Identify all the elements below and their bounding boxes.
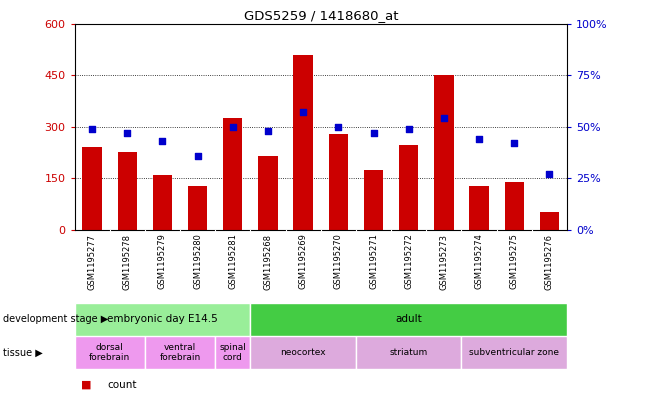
Text: striatum: striatum (389, 348, 428, 357)
Text: GSM1195273: GSM1195273 (439, 233, 448, 290)
Point (263, 128, 273, 134)
Point (474, 136, 484, 142)
Point (227, 123, 238, 130)
Text: development stage ▶: development stage ▶ (3, 314, 108, 324)
Text: dorsal
forebrain: dorsal forebrain (89, 343, 130, 362)
Text: GSM1195268: GSM1195268 (264, 233, 273, 290)
Bar (82, 147, 102, 230)
Bar (250, 336, 356, 369)
Point (544, 171, 555, 177)
Text: tissue ▶: tissue ▶ (3, 348, 43, 358)
Point (192, 152, 203, 159)
Point (509, 140, 520, 146)
Bar (223, 118, 242, 230)
Bar (505, 182, 524, 230)
Bar (75, 336, 145, 369)
Point (157, 138, 168, 144)
Bar (461, 336, 567, 369)
Bar (145, 336, 215, 369)
Text: ■: ■ (81, 380, 91, 390)
Text: embryonic day E14.5: embryonic day E14.5 (107, 314, 218, 324)
Bar (215, 336, 250, 369)
Text: GSM1195281: GSM1195281 (228, 233, 237, 289)
Text: subventricular zone: subventricular zone (469, 348, 559, 357)
Point (368, 130, 378, 136)
Text: GSM1195270: GSM1195270 (334, 233, 343, 289)
Text: GSM1195276: GSM1195276 (545, 233, 554, 290)
Bar (188, 186, 207, 230)
Bar (469, 186, 489, 230)
Text: GSM1195275: GSM1195275 (510, 233, 519, 289)
Bar (118, 151, 137, 230)
Text: neocortex: neocortex (281, 348, 326, 357)
Text: GSM1195278: GSM1195278 (122, 233, 132, 290)
Text: spinal
cord: spinal cord (220, 343, 246, 362)
Point (122, 130, 132, 136)
Point (439, 116, 449, 122)
Bar (75, 303, 250, 336)
Bar (434, 75, 454, 230)
Text: count: count (107, 380, 137, 390)
Text: GSM1195280: GSM1195280 (193, 233, 202, 289)
Text: adult: adult (395, 314, 422, 324)
Text: GSM1195274: GSM1195274 (474, 233, 483, 289)
Bar (250, 303, 567, 336)
Bar (259, 156, 277, 230)
Bar (329, 134, 348, 230)
Text: GSM1195272: GSM1195272 (404, 233, 413, 289)
Text: GSM1195279: GSM1195279 (158, 233, 167, 289)
Point (404, 126, 414, 132)
Bar (294, 55, 313, 230)
Text: GSM1195269: GSM1195269 (299, 233, 308, 289)
Point (333, 123, 343, 130)
Bar (540, 212, 559, 230)
Title: GDS5259 / 1418680_at: GDS5259 / 1418680_at (244, 9, 398, 22)
Bar (399, 145, 419, 230)
Text: ventral
forebrain: ventral forebrain (159, 343, 201, 362)
Text: GSM1195271: GSM1195271 (369, 233, 378, 289)
Point (298, 109, 308, 116)
Bar (153, 175, 172, 230)
Bar (356, 336, 461, 369)
Bar (364, 171, 383, 230)
Text: GSM1195277: GSM1195277 (87, 233, 97, 290)
Point (87, 126, 97, 132)
